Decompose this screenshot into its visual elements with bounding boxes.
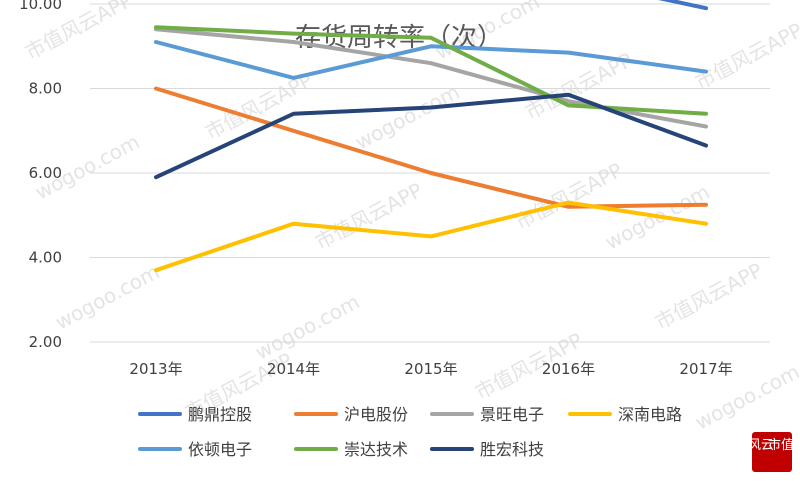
legend-label: 胜宏科技 [480, 440, 544, 459]
x-tick-label: 2016年 [542, 360, 595, 378]
y-tick-label: 6.00 [29, 164, 62, 182]
legend-item: 依顿电子 [138, 440, 252, 459]
legend-item: 胜宏科技 [430, 440, 544, 459]
x-axis-tick-labels: 2013年 2014年 2015年 2016年 2017年 [129, 360, 732, 378]
y-tick-label: 4.00 [29, 249, 62, 267]
x-tick-label: 2015年 [404, 360, 457, 378]
watermark-text: 市值风云APP [311, 178, 426, 255]
legend-label: 鹏鼎控股 [188, 405, 252, 424]
legend-label: 崇达技术 [344, 440, 408, 459]
stamp-logo: 风云 市值 [748, 432, 794, 472]
x-tick-label: 2017年 [679, 360, 732, 378]
watermark-text: wogoo.com [51, 259, 163, 334]
series-line [154, 25, 708, 116]
watermark-text: wogoo.com [251, 289, 363, 364]
y-tick-label: 2.00 [29, 333, 62, 351]
y-tick-label: 10.00 [19, 0, 62, 13]
series-lines [154, 0, 708, 273]
legend-item: 沪电股份 [294, 405, 408, 424]
stamp-background [752, 432, 792, 472]
series-line [154, 40, 708, 80]
series-line [154, 200, 708, 273]
legend-label: 深南电路 [618, 405, 682, 424]
legend-item: 景旺电子 [430, 405, 544, 424]
legend-label: 景旺电子 [480, 405, 544, 424]
y-tick-label: 8.00 [29, 80, 62, 98]
watermark-text: 市值风云APP [651, 258, 766, 335]
x-tick-label: 2014年 [267, 360, 320, 378]
legend-item: 崇达技术 [294, 440, 408, 459]
stamp-text-left: 风云 [748, 438, 774, 453]
stamp-text-right: 市值 [768, 437, 794, 453]
series-line [154, 86, 708, 209]
x-tick-label: 2013年 [129, 360, 182, 378]
legend-label: 沪电股份 [344, 405, 408, 424]
watermark-text: wogoo.com [351, 79, 463, 154]
legend-label: 依顿电子 [188, 440, 252, 459]
series-line [154, 92, 708, 180]
legend-item: 深南电路 [568, 405, 682, 424]
watermark-text: 市值风云APP [691, 18, 800, 95]
legend-item: 鹏鼎控股 [138, 405, 252, 424]
